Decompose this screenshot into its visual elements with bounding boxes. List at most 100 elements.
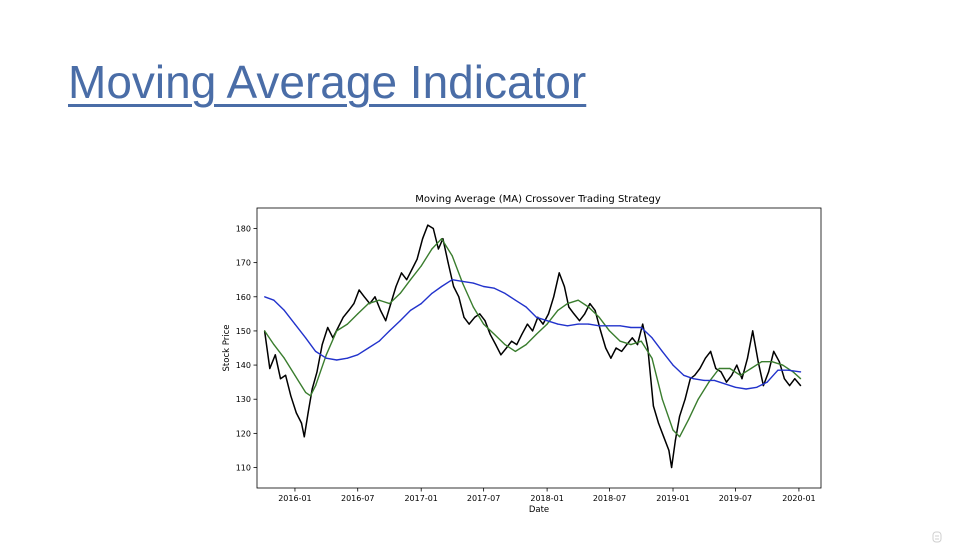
x-tick-label: 2019-07: [719, 494, 752, 503]
x-tick-label: 2017-01: [404, 494, 437, 503]
short-ma-point: [378, 299, 380, 301]
long-ma-point: [441, 285, 443, 288]
price-point: [374, 296, 376, 298]
price-point: [521, 333, 523, 335]
short-ma-point: [587, 306, 590, 308]
price-point: [327, 326, 329, 329]
price-point: [468, 323, 470, 325]
price-point: [427, 224, 429, 226]
price-point: [416, 258, 418, 260]
slide-title: Moving Average Indicator: [68, 56, 587, 108]
short-ma-point: [750, 367, 752, 370]
price-line: [263, 224, 802, 469]
price-point: [741, 378, 743, 380]
price-point: [411, 268, 413, 271]
price-point: [679, 415, 681, 417]
price-point: [274, 354, 276, 356]
long-ma-point: [514, 299, 517, 301]
short-ma-point: [325, 354, 327, 356]
long-ma-point: [388, 330, 391, 332]
price-point: [300, 422, 303, 424]
short-ma-point: [441, 238, 443, 240]
long-ma-point: [640, 326, 642, 329]
short-ma-point: [782, 364, 784, 366]
price-point: [321, 344, 323, 346]
price-point: [479, 313, 481, 315]
price-point: [406, 279, 408, 281]
short-ma-point: [483, 323, 485, 325]
short-ma-point: [504, 344, 506, 346]
price-point: [400, 272, 403, 274]
price-point: [636, 344, 639, 346]
price-point: [342, 316, 344, 318]
plot-frame: [256, 207, 822, 489]
long-ma-point: [630, 326, 632, 329]
price-point: [500, 354, 502, 356]
price-point: [337, 326, 339, 329]
long-ma-point: [399, 320, 401, 322]
short-ma-point: [346, 323, 348, 325]
price-point: [526, 323, 529, 325]
price-point: [447, 262, 449, 264]
short-ma-series: [264, 237, 802, 438]
price-point: [710, 350, 712, 352]
long-ma-point: [264, 296, 266, 298]
price-point: [553, 296, 555, 298]
x-tick-label: 2016-07: [341, 494, 374, 503]
price-point: [578, 320, 581, 322]
price-point: [642, 323, 644, 325]
price-point: [589, 303, 591, 305]
short-ma-point: [525, 344, 527, 346]
price-point: [615, 347, 617, 349]
price-point: [626, 344, 628, 346]
price-point: [458, 296, 460, 298]
price-point: [489, 333, 491, 335]
long-ma-point: [483, 285, 485, 288]
long-ma-point: [409, 309, 412, 311]
long-ma-point: [756, 386, 758, 388]
price-point: [746, 357, 749, 359]
short-ma-point: [309, 395, 312, 397]
long-ma-point: [336, 359, 338, 361]
price-point: [783, 378, 786, 380]
long-ma-point: [546, 320, 548, 322]
y-tick-label: 130: [236, 395, 251, 404]
price-point: [563, 285, 566, 288]
price-point: [505, 347, 507, 349]
long-ma-point: [367, 347, 369, 349]
long-ma-point: [273, 299, 275, 301]
x-axis-label: Date: [529, 505, 549, 515]
price-point: [573, 313, 575, 315]
price-point: [600, 330, 602, 332]
price-point: [290, 395, 292, 397]
short-ma-point: [451, 255, 453, 257]
short-ma-point: [800, 378, 802, 380]
long-ma-point: [800, 371, 802, 373]
price-point: [568, 306, 570, 308]
short-ma-point: [336, 330, 338, 332]
short-ma-line: [264, 237, 802, 438]
price-point: [474, 316, 476, 318]
short-ma-point: [557, 309, 559, 311]
short-ma-point: [493, 333, 495, 335]
price-point: [311, 388, 313, 390]
price-point: [725, 381, 728, 383]
price-point: [720, 371, 722, 373]
short-ma-point: [708, 381, 710, 383]
short-ma-point: [388, 303, 391, 305]
y-tick-label: 180: [236, 224, 251, 233]
price-point: [668, 449, 670, 451]
y-axis: 110 120 130 140 150 160 170 180: [236, 224, 257, 473]
y-axis-label: Stock Price: [222, 325, 232, 372]
long-ma-point: [493, 287, 495, 289]
short-ma-point: [546, 323, 548, 325]
long-ma-point: [661, 350, 663, 352]
long-ma-point: [535, 316, 538, 318]
price-point: [684, 398, 686, 400]
short-ma-point: [651, 357, 653, 359]
short-ma-point: [672, 429, 674, 431]
short-ma-point: [409, 279, 412, 281]
long-ma-point: [703, 379, 705, 381]
x-tick-label: 2020-01: [782, 494, 815, 503]
